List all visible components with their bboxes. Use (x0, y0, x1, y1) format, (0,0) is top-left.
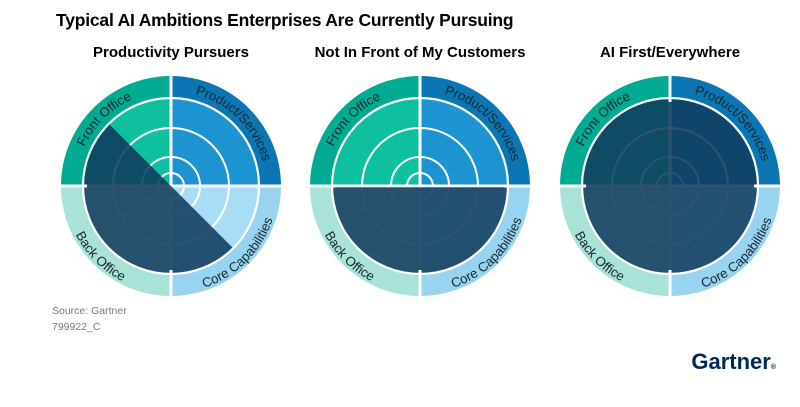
source-note: Source: Gartner 799922_C (52, 303, 127, 335)
arrow-down (165, 270, 177, 306)
gartner-wordmark: Gartner (691, 349, 771, 374)
arrow-right (255, 180, 291, 192)
chart-productivity-pursuers: Productivity Pursuers Front Office Product… (51, 44, 291, 306)
page-title: Typical AI Ambitions Enterprises Are Cur… (56, 10, 514, 30)
arrow-left (550, 180, 586, 192)
arrow-right (504, 180, 540, 192)
chart-ai-first-everywhere: AI First/Everywhere Front Office Product/S… (550, 44, 790, 306)
registered-mark: ® (770, 364, 776, 371)
arrow-right (754, 180, 790, 192)
inner-quadrant-front-office (332, 98, 420, 186)
gartner-logo: Gartner® (691, 349, 776, 375)
ai-coverage-overlay (582, 98, 758, 274)
charts-row: Productivity Pursuers Front Office Product… (51, 44, 790, 306)
ai-coverage-overlay (83, 123, 234, 275)
arrow-up (664, 66, 676, 102)
chart-title: Productivity Pursuers (93, 44, 249, 61)
arrow-down (414, 270, 426, 306)
arrow-up (414, 66, 426, 102)
chart-not-in-front-of-my-customers: Not In Front of My Customers Front Office… (300, 44, 540, 306)
chart-title: AI First/Everywhere (599, 44, 741, 61)
arrow-left (300, 180, 336, 192)
source-text: Source: Gartner (52, 305, 127, 317)
inner-quadrant-product-services (171, 98, 259, 186)
ai-coverage-overlay (332, 186, 508, 274)
inner-quadrant-product-services (420, 98, 508, 186)
chart-title: Not In Front of My Customers (314, 44, 526, 61)
arrow-down (664, 270, 676, 306)
arrow-up (165, 66, 177, 102)
doc-id: 799922_C (52, 321, 101, 333)
arrow-left (51, 180, 87, 192)
